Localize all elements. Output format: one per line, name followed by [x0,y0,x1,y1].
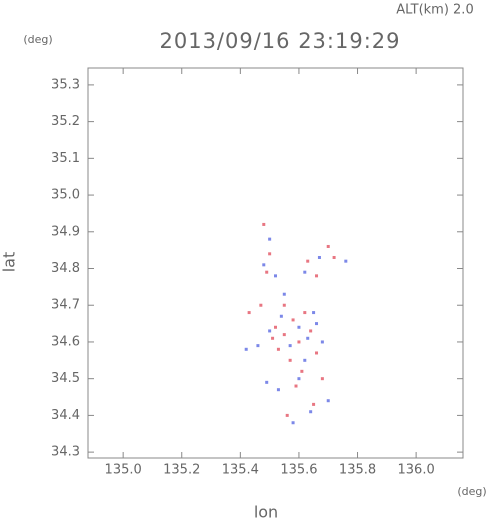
radar-pixel [312,402,316,406]
radar-pixel [303,358,307,362]
radar-pixel [326,244,330,248]
radar-pixel [276,388,280,392]
x-tick-label: 135.8 [339,463,376,478]
radar-pixel [244,347,248,351]
y-tick-label: 34.9 [51,224,80,239]
radar-pixel [297,377,301,381]
radar-pixel [268,329,272,333]
radar-pixel [315,351,319,355]
radar-pixel [265,380,269,384]
radar-pixel [326,399,330,403]
y-tick-label: 35.0 [51,188,80,203]
radar-pixel [285,413,289,417]
radar-pixel [306,259,310,263]
radar-pixel [300,369,304,373]
x-tick-label: 135.0 [105,463,142,478]
radar-pixel [306,336,310,340]
radar-pixel [315,322,319,326]
radar-pixel [276,347,280,351]
y-tick-label: 34.8 [51,261,80,276]
radar-pixel [288,358,292,362]
radar-pixel [303,270,307,274]
chart-title: 2013/09/16 23:19:29 [159,29,400,53]
y-tick-label: 34.4 [51,408,80,423]
y-tick-label: 34.3 [51,445,80,460]
radar-pixel [297,340,301,344]
x-axis-label: lon [254,503,278,521]
y-tick-label: 35.2 [51,114,80,129]
radar-pixel [262,263,266,267]
radar-pixel [256,344,260,348]
x-tick-label: 135.2 [163,463,200,478]
radar-pixel [282,303,286,307]
radar-pixel [320,377,324,381]
y-tick-label: 34.6 [51,334,80,349]
radar-pixel [315,274,319,278]
radar-pixel [303,311,307,315]
radar-pixel [271,336,275,340]
radar-pixel [309,329,313,333]
radar-pixel [274,274,277,278]
plot-frame [87,67,464,459]
radar-pixel [297,325,301,329]
radar-pixel [291,318,295,322]
radar-pixel [344,259,348,263]
radar-pixel [262,222,266,226]
y-axis-label: lat [0,252,19,273]
radar-pixel [332,255,336,259]
y-unit: (deg) [23,33,52,46]
radar-pixel [320,340,324,344]
radar-pixel [282,292,286,296]
radar-pixel [268,237,272,241]
radar-pixel [282,333,286,337]
radar-pixel [288,344,292,348]
radar-pixel [294,384,298,388]
x-tick-label: 135.6 [280,463,317,478]
x-unit: (deg) [457,485,486,498]
radar-pixel [259,303,263,307]
radar-pixel [279,314,283,318]
radar-pixel [274,325,277,329]
radar-pixel [247,311,251,315]
radar-pixel [317,255,321,259]
radar-pixel [291,421,295,425]
altitude-label: ALT(km) 2.0 [396,3,473,18]
radar-pixel [268,252,272,256]
y-tick-label: 34.7 [51,298,80,313]
x-tick-label: 135.4 [222,463,259,478]
y-tick-label: 35.3 [51,77,80,92]
y-tick-label: 34.5 [51,371,80,386]
radar-pixel [265,270,269,274]
y-tick-label: 35.1 [51,151,80,166]
x-tick-label: 136.0 [398,463,435,478]
radar-pixel [312,311,316,315]
radar-pixel [309,410,313,414]
